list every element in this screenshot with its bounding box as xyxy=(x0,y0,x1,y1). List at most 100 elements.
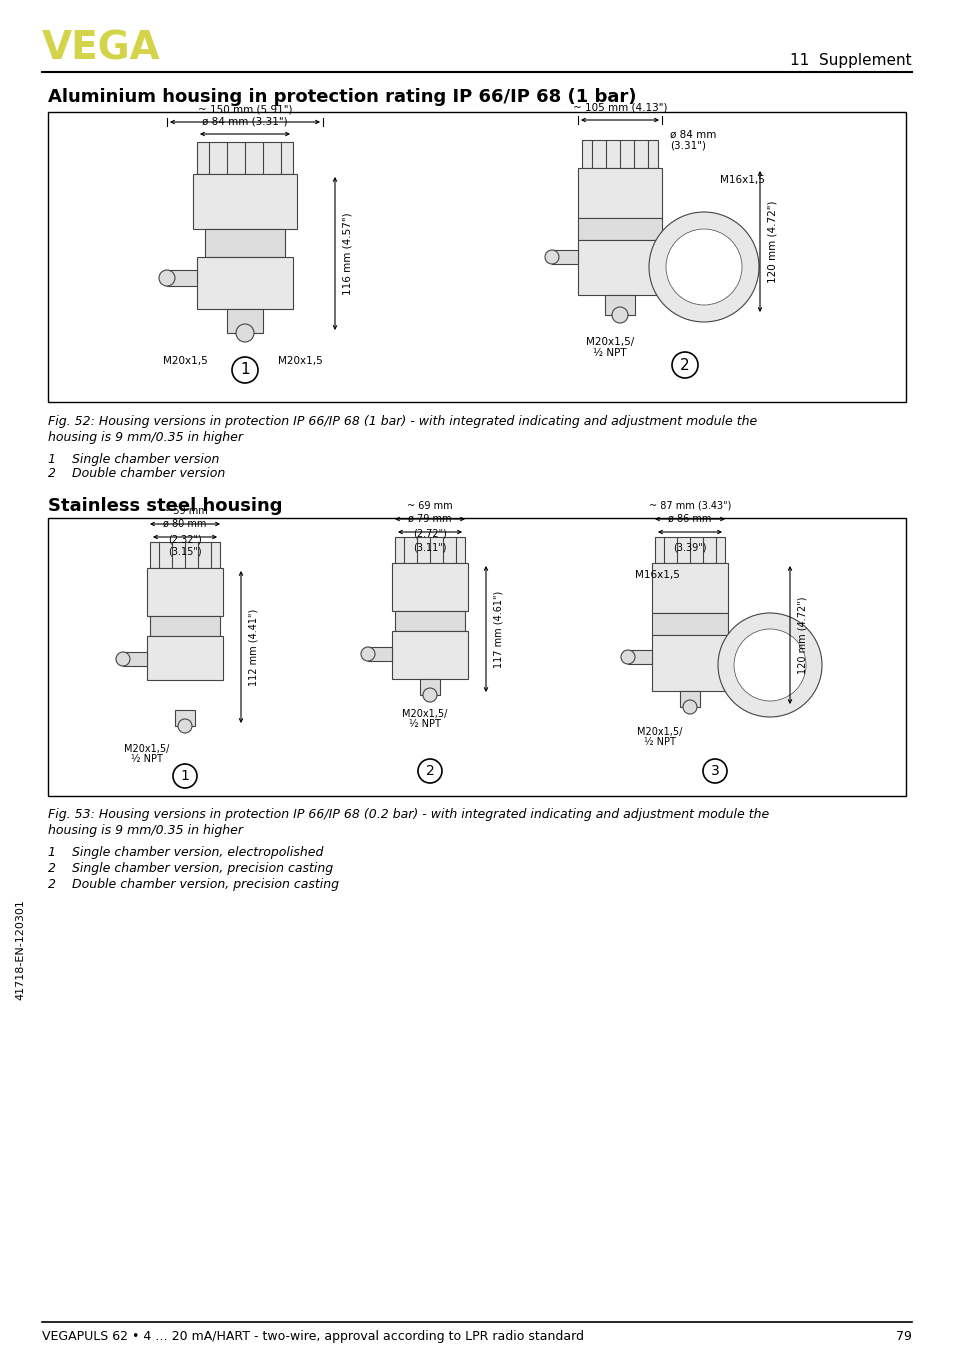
Text: Aluminium housing in protection rating IP 66/IP 68 (1 bar): Aluminium housing in protection rating I… xyxy=(48,88,636,106)
Text: 3: 3 xyxy=(710,764,719,779)
Text: (3.15"): (3.15") xyxy=(168,547,202,556)
Bar xyxy=(651,613,727,635)
Text: M16x1,5: M16x1,5 xyxy=(635,570,679,580)
Bar xyxy=(48,519,905,796)
Text: ½ NPT: ½ NPT xyxy=(593,348,626,357)
Circle shape xyxy=(682,700,697,714)
Text: ~ 59 mm: ~ 59 mm xyxy=(162,506,208,516)
Text: 1    Single chamber version: 1 Single chamber version xyxy=(48,454,219,466)
Text: 1: 1 xyxy=(180,769,190,783)
Circle shape xyxy=(360,647,375,661)
Text: ø 79 mm: ø 79 mm xyxy=(408,515,452,524)
Circle shape xyxy=(733,630,805,701)
Bar xyxy=(392,563,468,611)
Text: Stainless steel housing: Stainless steel housing xyxy=(48,497,282,515)
Text: ø 80 mm: ø 80 mm xyxy=(163,519,207,529)
Bar xyxy=(147,636,223,680)
Text: 79: 79 xyxy=(895,1330,911,1343)
Text: (2.32"): (2.32") xyxy=(168,533,202,544)
Text: 2    Double chamber version: 2 Double chamber version xyxy=(48,467,225,481)
Circle shape xyxy=(178,719,192,733)
Bar xyxy=(627,650,651,663)
Bar xyxy=(167,269,196,286)
Text: housing is 9 mm/0.35 in higher: housing is 9 mm/0.35 in higher xyxy=(48,431,243,444)
Text: ø 84 mm (3.31"): ø 84 mm (3.31") xyxy=(202,116,288,126)
Bar xyxy=(123,653,147,666)
Text: M20x1,5/: M20x1,5/ xyxy=(585,337,634,347)
Circle shape xyxy=(612,307,627,324)
Text: M20x1,5: M20x1,5 xyxy=(162,356,207,366)
Text: housing is 9 mm/0.35 in higher: housing is 9 mm/0.35 in higher xyxy=(48,825,243,837)
Text: M20x1,5/: M20x1,5/ xyxy=(637,727,682,737)
Text: ½ NPT: ½ NPT xyxy=(131,754,163,764)
Bar xyxy=(150,542,220,567)
Text: 2: 2 xyxy=(425,764,434,779)
Bar xyxy=(395,611,464,631)
Text: Fig. 53: Housing versions in protection IP 66/IP 68 (0.2 bar) - with integrated : Fig. 53: Housing versions in protection … xyxy=(48,808,768,821)
Text: (3.39"): (3.39") xyxy=(673,542,706,552)
Bar xyxy=(174,709,194,726)
Text: M20x1,5/: M20x1,5/ xyxy=(402,709,447,719)
Bar xyxy=(419,678,439,695)
Text: ø 86 mm: ø 86 mm xyxy=(668,515,711,524)
Bar xyxy=(679,691,700,707)
Circle shape xyxy=(648,213,759,322)
Text: M20x1,5/: M20x1,5/ xyxy=(124,743,170,754)
Bar xyxy=(581,139,658,168)
Bar xyxy=(395,538,464,563)
Text: M16x1,5: M16x1,5 xyxy=(720,175,764,185)
Bar xyxy=(147,567,223,616)
Text: ~ 69 mm: ~ 69 mm xyxy=(407,501,453,510)
Circle shape xyxy=(172,764,196,788)
Text: M20x1,5: M20x1,5 xyxy=(277,356,322,366)
Bar xyxy=(392,631,468,678)
Circle shape xyxy=(620,650,635,663)
Text: ~ 150 mm (5.91"): ~ 150 mm (5.91") xyxy=(197,104,292,114)
Text: ½ NPT: ½ NPT xyxy=(643,737,676,747)
Bar xyxy=(552,250,578,264)
Bar xyxy=(227,309,263,333)
Text: 112 mm (4.41"): 112 mm (4.41") xyxy=(249,608,258,685)
Text: VEGAPULS 62 • 4 … 20 mA/HART - two-wire, approval according to LPR radio standar: VEGAPULS 62 • 4 … 20 mA/HART - two-wire,… xyxy=(42,1330,583,1343)
Text: ~ 87 mm (3.43"): ~ 87 mm (3.43") xyxy=(648,501,730,510)
Bar xyxy=(578,168,661,218)
Text: 2: 2 xyxy=(679,357,689,372)
Circle shape xyxy=(417,760,441,783)
Text: 1: 1 xyxy=(240,363,250,378)
Bar xyxy=(196,257,293,309)
Text: Fig. 52: Housing versions in protection IP 66/IP 68 (1 bar) - with integrated in: Fig. 52: Housing versions in protection … xyxy=(48,414,757,428)
Text: 1    Single chamber version, electropolished: 1 Single chamber version, electropolishe… xyxy=(48,846,323,858)
Circle shape xyxy=(544,250,558,264)
Circle shape xyxy=(702,760,726,783)
Text: (2.72"): (2.72") xyxy=(413,529,446,539)
Bar xyxy=(651,635,727,691)
Bar xyxy=(150,616,220,636)
Polygon shape xyxy=(147,680,223,709)
Circle shape xyxy=(235,324,253,343)
Text: 11  Supplement: 11 Supplement xyxy=(789,53,911,68)
Circle shape xyxy=(232,357,257,383)
Text: (3.31"): (3.31") xyxy=(669,139,705,150)
Circle shape xyxy=(665,229,741,305)
Text: 41718-EN-120301: 41718-EN-120301 xyxy=(15,899,25,1001)
Text: 116 mm (4.57"): 116 mm (4.57") xyxy=(343,213,353,295)
Circle shape xyxy=(422,688,436,701)
Bar xyxy=(205,229,285,257)
Text: 120 mm (4.72"): 120 mm (4.72") xyxy=(797,596,807,674)
Bar xyxy=(196,142,293,175)
Bar xyxy=(368,647,392,661)
Circle shape xyxy=(671,352,698,378)
Text: (3.11"): (3.11") xyxy=(413,542,446,552)
Text: ½ NPT: ½ NPT xyxy=(409,719,440,728)
Text: 117 mm (4.61"): 117 mm (4.61") xyxy=(494,590,503,668)
Bar xyxy=(655,538,724,563)
Bar xyxy=(578,218,661,240)
Text: 2    Single chamber version, precision casting: 2 Single chamber version, precision cast… xyxy=(48,862,333,875)
Text: 120 mm (4.72"): 120 mm (4.72") xyxy=(767,200,778,283)
Circle shape xyxy=(159,269,174,286)
Text: 2    Double chamber version, precision casting: 2 Double chamber version, precision cast… xyxy=(48,877,338,891)
Circle shape xyxy=(116,653,130,666)
Bar xyxy=(193,175,296,229)
Text: ø 84 mm: ø 84 mm xyxy=(669,130,716,139)
Bar xyxy=(651,563,727,613)
